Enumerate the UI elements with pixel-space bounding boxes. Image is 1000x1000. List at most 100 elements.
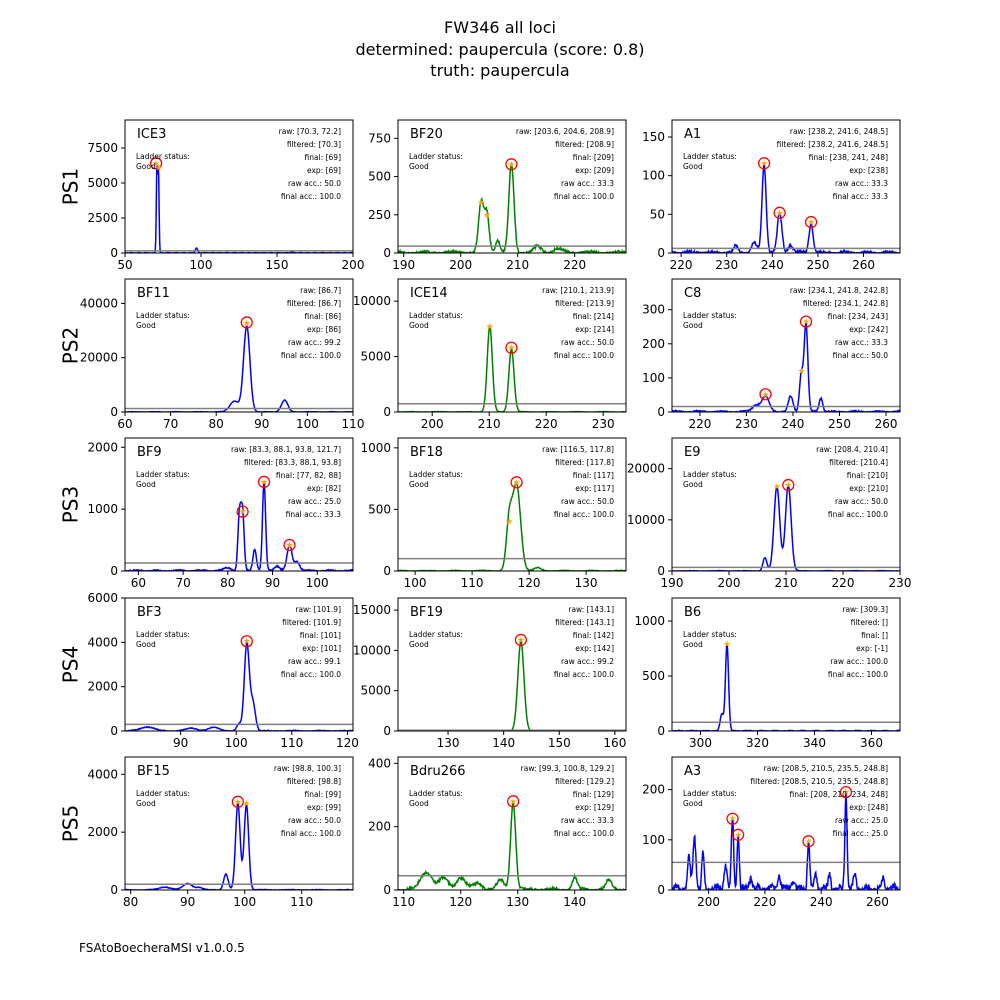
peak-info-line: filtered: [] [851,618,888,627]
peak-star: ★ [773,483,781,493]
locus-label: BF3 [137,605,162,620]
x-tick-label: 50 [117,258,132,272]
peak-info-line: final: [117] [573,471,614,480]
plot-area: ★ ★ ★ [398,158,626,253]
peak-info-line: raw acc.: 50.0 [288,179,341,188]
ladder-status: Good [683,640,703,649]
x-tick-label: 230 [735,417,758,431]
peak-info-line: final: [142] [573,631,614,640]
peak-circle [802,835,815,848]
ladder-status: Good [136,162,156,171]
panel-c8: ★ ★ ★ 220 230 240 250 260 0 100 200 300 C8 Ladder sta… [642,278,901,431]
peak-circle [240,316,253,329]
peak-star: ★ [723,640,731,650]
peak-info-line: exp: [86] [307,325,341,334]
peak-info-line: exp: [-1] [856,644,888,653]
peak-info-line: final acc.: 100.0 [281,670,341,679]
x-tick-label: 200 [421,417,444,431]
peak-circle [731,828,745,841]
y-tick-label: 2000 [87,680,118,694]
peak-info-line: raw acc.: 99.2 [561,657,614,666]
peak-circle [150,157,163,170]
x-tick-label: 120 [449,895,472,909]
y-tick-label: 1000 [634,614,665,628]
peak-info-line: exp: [69] [307,166,341,175]
peak-star: ★ [243,319,251,329]
ladder-status: Good [409,480,429,489]
ladder-status: Good [136,640,156,649]
peak-star: ★ [483,211,491,221]
axes-frame [671,756,901,891]
locus-label: BF19 [410,605,443,620]
y-tick-label: 10000 [627,513,665,527]
plot-area: ★ ★ ★ [672,157,900,253]
ladder-status: Good [683,799,703,808]
y-tick-label: 1000 [360,441,391,455]
ladder-status: Good [409,799,429,808]
figure-title: FW346 all loci [444,18,556,37]
x-tick-label: 130 [575,576,598,590]
x-tick-label: 220 [688,417,711,431]
y-tick-label: 0 [110,724,118,738]
ladder-status: Good [683,162,703,171]
x-tick-label: 70 [175,576,190,590]
x-tick-label: 260 [852,258,875,272]
determined-line: determined: paupercula (score: 0.8) [355,40,645,59]
peak-star: ★ [761,390,769,400]
y-tick-label: 5000 [360,350,391,364]
row-label-ps2: PS2 [59,327,83,364]
peak-circle [799,315,813,328]
peak-info-line: exp: [238] [849,166,888,175]
peak-circle [759,388,772,401]
panel-bf20: ★ ★ ★ 190 200 210 220 0 250 500 750 BF20 Ladder stat… [368,119,627,272]
axes-frame [124,278,354,413]
panel-b6: ★ 300 320 340 360 0 500 1000 B6 Ladder status:Goo… [634,597,901,750]
y-tick-label: 2000 [87,825,118,839]
peak-info-line: final: [] [861,631,888,640]
y-tick-label: 0 [383,564,391,578]
plot-area: ★★ [672,478,900,571]
peak-info-line: exp: [129] [575,803,614,812]
peak-info-line: final: [69] [305,153,342,162]
peak-info-line: final: [214] [573,312,614,321]
x-tick-label: 230 [592,417,615,431]
peak-star: ★ [797,367,805,377]
peak-info-line: raw acc.: 50.0 [288,816,341,825]
panel-a1: ★ ★ ★ 220 230 240 250 260 0 50 100 150 A1 Ladder stat… [642,119,901,272]
peak-info-line: final acc.: 100.0 [554,351,614,360]
peak-info-line: final: [210] [847,471,888,480]
x-tick-label: 90 [173,736,188,750]
peak-info-line: raw acc.: 50.0 [835,497,888,506]
trace-line [398,639,626,731]
peak-info-line: raw acc.: 50.0 [561,497,614,506]
ladder-status: Good [409,162,429,171]
peak-star: ★ [842,788,850,798]
panel-bf3: ★ 90 100 110 120 0 2000 4000 6000 BF3 Ladder statu… [87,591,358,750]
x-tick-label: 200 [697,895,720,909]
peak-info-line: exp: [101] [302,644,341,653]
axes-frame [671,278,901,413]
y-tick-label: 0 [383,724,391,738]
peak-info-line: final acc.: 100.0 [281,829,341,838]
axes-frame [124,437,354,572]
row-label-ps3: PS3 [59,486,83,523]
x-tick-label: 100 [306,576,329,590]
y-tick-label: 100 [642,833,665,847]
peak-circle [231,795,245,808]
x-tick-label: 220 [753,895,776,909]
x-tick-label: 210 [506,258,529,272]
peak-info-line: raw: [210.1, 213.9] [542,286,614,295]
peak-info-line: raw: [98.8, 100.3] [274,764,341,773]
peak-info-line: raw: [70.3, 72.2] [279,127,341,136]
ladder-status: Ladder status: [409,630,463,639]
locus-label: BF11 [137,286,170,301]
ladder-status: Ladder status: [683,311,737,320]
trace-line [398,162,626,253]
peak-info-line: raw: [203.6, 204.6, 208.9] [516,127,614,136]
y-tick-label: 0 [657,883,665,897]
peak-info-line: exp: [99] [307,803,341,812]
peak-info-line: raw acc.: 100.0 [830,657,888,666]
peak-circle [773,206,786,219]
ladder-status: Ladder status: [136,311,190,320]
